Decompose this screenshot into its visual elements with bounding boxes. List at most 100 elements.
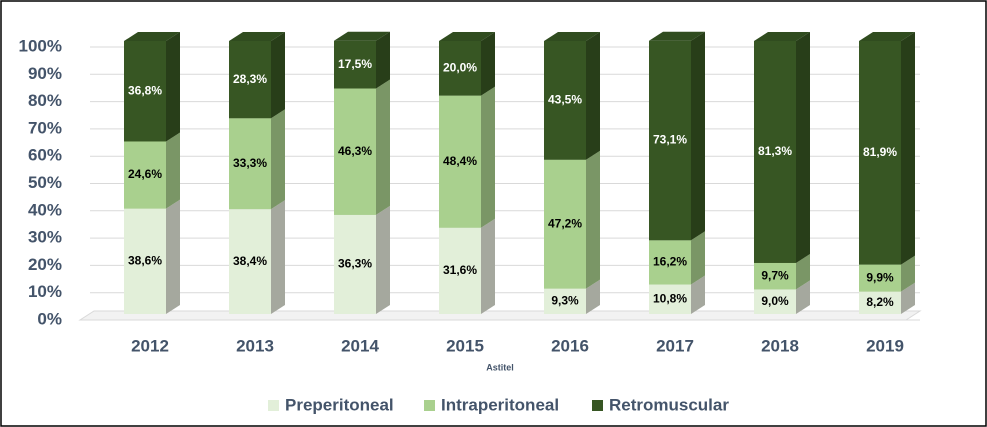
legend-swatch xyxy=(424,400,435,411)
bar-segment xyxy=(439,95,481,228)
data-label: 81,3% xyxy=(758,144,792,158)
bar-side xyxy=(796,280,810,314)
bar-segment xyxy=(859,264,901,292)
floor xyxy=(78,310,922,321)
x-axis-label: Astitel xyxy=(486,362,514,372)
bar-side xyxy=(166,199,180,314)
data-label: 17,5% xyxy=(338,57,372,71)
bar-segment xyxy=(544,288,586,314)
data-label: 24,6% xyxy=(128,167,162,181)
bar-segment xyxy=(754,262,796,290)
bar-segment xyxy=(229,209,271,314)
x-tick-label: 2017 xyxy=(656,336,694,355)
bar-side xyxy=(376,205,390,314)
data-label: 81,9% xyxy=(863,145,897,159)
bar-side xyxy=(796,253,810,290)
data-label: 33,3% xyxy=(233,156,267,170)
bar-segment xyxy=(124,208,166,314)
bar-segment xyxy=(439,227,481,314)
bar-side xyxy=(271,200,285,314)
bar-side xyxy=(586,32,600,160)
bar-segment xyxy=(229,41,271,119)
legend-label: Intraperitoneal xyxy=(441,395,559,414)
y-tick-label: 30% xyxy=(28,228,62,247)
bar-top xyxy=(754,32,810,41)
bar-segment xyxy=(754,41,796,263)
data-label: 16,2% xyxy=(653,255,687,269)
bar-segment xyxy=(229,118,271,210)
data-label: 36,8% xyxy=(128,83,162,97)
data-label: 8,2% xyxy=(866,295,894,309)
data-label: 10,8% xyxy=(653,291,687,305)
data-label: 47,2% xyxy=(548,216,582,230)
data-label: 36,3% xyxy=(338,257,372,271)
bar-top xyxy=(439,32,495,41)
data-label: 9,3% xyxy=(551,293,579,307)
bar-side xyxy=(796,32,810,263)
y-tick-label: 70% xyxy=(28,118,62,137)
data-label: 43,5% xyxy=(548,93,582,107)
y-tick-label: 80% xyxy=(28,91,62,110)
bar-segment xyxy=(859,41,901,265)
bar-side xyxy=(271,109,285,210)
bar-side xyxy=(481,86,495,228)
x-tick-label: 2019 xyxy=(866,336,904,355)
data-label: 46,3% xyxy=(338,144,372,158)
bar-segment xyxy=(544,41,586,160)
bar-side xyxy=(166,132,180,209)
bar-segment xyxy=(544,159,586,289)
x-tick-label: 2015 xyxy=(446,336,484,355)
data-label: 9,0% xyxy=(761,294,789,308)
y-tick-label: 100% xyxy=(19,36,62,55)
y-tick-label: 50% xyxy=(28,173,62,192)
bar-segment xyxy=(334,88,376,215)
data-label: 31,6% xyxy=(443,263,477,277)
bar-segment xyxy=(859,291,901,314)
legend-swatch xyxy=(592,400,603,411)
bar-side xyxy=(691,231,705,285)
bar-segment xyxy=(124,141,166,209)
bar-side xyxy=(901,32,915,265)
x-tick-label: 2012 xyxy=(131,336,169,355)
bar-side xyxy=(166,32,180,142)
data-label: 9,9% xyxy=(866,270,894,284)
y-tick-label: 40% xyxy=(28,200,62,219)
x-tick-label: 2018 xyxy=(761,336,799,355)
legend-label: Preperitoneal xyxy=(285,395,394,414)
x-tick-label: 2013 xyxy=(236,336,274,355)
y-tick-label: 90% xyxy=(28,64,62,83)
y-tick-label: 10% xyxy=(28,282,62,301)
bar-segment xyxy=(649,40,691,241)
data-label: 48,4% xyxy=(443,154,477,168)
bar-top xyxy=(544,32,600,41)
bar-segment xyxy=(334,40,376,89)
bar-side xyxy=(901,255,915,292)
bar-segment xyxy=(754,289,796,314)
data-label: 38,4% xyxy=(233,254,267,268)
bar-top xyxy=(124,32,180,41)
bar-side xyxy=(691,275,705,314)
bar-top xyxy=(334,31,390,41)
bar-segment xyxy=(649,240,691,285)
data-label: 20,0% xyxy=(443,60,477,74)
x-tick-label: 2016 xyxy=(551,336,589,355)
bar-top xyxy=(649,31,705,41)
bar-top xyxy=(859,32,915,41)
y-tick-label: 20% xyxy=(28,255,62,274)
bar-side xyxy=(901,282,915,314)
bar-side xyxy=(271,32,285,119)
legend-swatch xyxy=(268,400,279,411)
bar-side xyxy=(691,31,705,241)
bar-segment xyxy=(124,41,166,142)
bar-side xyxy=(586,150,600,289)
bar-side xyxy=(376,31,390,89)
bar-segment xyxy=(649,284,691,314)
bar-side xyxy=(481,32,495,96)
bar-side xyxy=(481,218,495,314)
bar-segment xyxy=(334,214,376,314)
legend-label: Retromuscular xyxy=(609,395,729,414)
y-tick-label: 0% xyxy=(37,309,62,328)
bar-top xyxy=(229,32,285,41)
x-tick-label: 2014 xyxy=(341,336,379,355)
